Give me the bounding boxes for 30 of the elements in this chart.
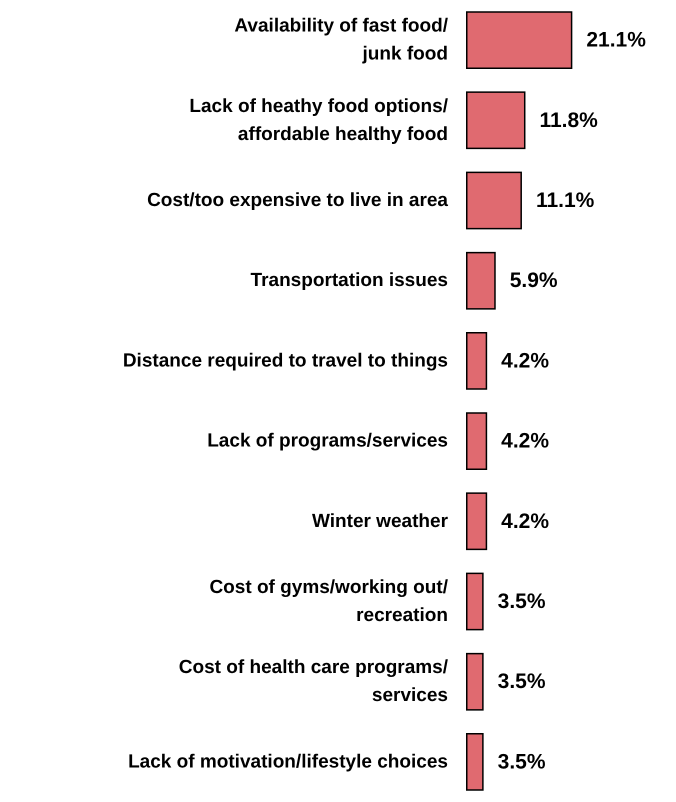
bar <box>466 172 522 230</box>
data-label: 21.1% <box>586 28 646 52</box>
bar <box>466 252 496 310</box>
data-label: 11.1% <box>536 189 595 212</box>
bar <box>466 11 572 69</box>
y-tick-label: Lack of motivation/lifestyle choices <box>128 751 448 772</box>
data-label: 3.5% <box>498 670 546 694</box>
y-tick-label: Distance required to travel to things <box>122 350 448 372</box>
data-label: 11.8% <box>539 108 598 132</box>
data-label: 4.2% <box>501 349 550 372</box>
bar <box>466 733 484 791</box>
y-tick-label: Cost/too expensive to live in area <box>147 190 448 211</box>
bar <box>466 572 484 630</box>
data-label: 3.5% <box>498 750 546 774</box>
bar <box>466 492 488 550</box>
data-label: 3.5% <box>498 590 546 613</box>
data-label: 5.9% <box>510 269 558 292</box>
bar <box>466 652 484 711</box>
y-tick-label: Availability of fast food/ junk food <box>234 16 449 65</box>
data-label: 4.2% <box>501 510 550 533</box>
y-tick-label: Lack of programs/services <box>207 430 448 452</box>
bar <box>466 332 488 390</box>
bar <box>466 91 526 150</box>
y-tick-label: Cost of gyms/working out/ recreation <box>209 577 449 626</box>
y-tick-label: Lack of heathy food options/ affordable healthy food <box>189 96 449 145</box>
y-tick-label: Winter weather <box>312 510 449 532</box>
y-tick-label: Cost of health care programs/ services <box>178 657 449 706</box>
data-label: 4.2% <box>501 430 550 453</box>
bar <box>466 412 488 470</box>
y-tick-label: Transportation issues <box>250 270 448 292</box>
